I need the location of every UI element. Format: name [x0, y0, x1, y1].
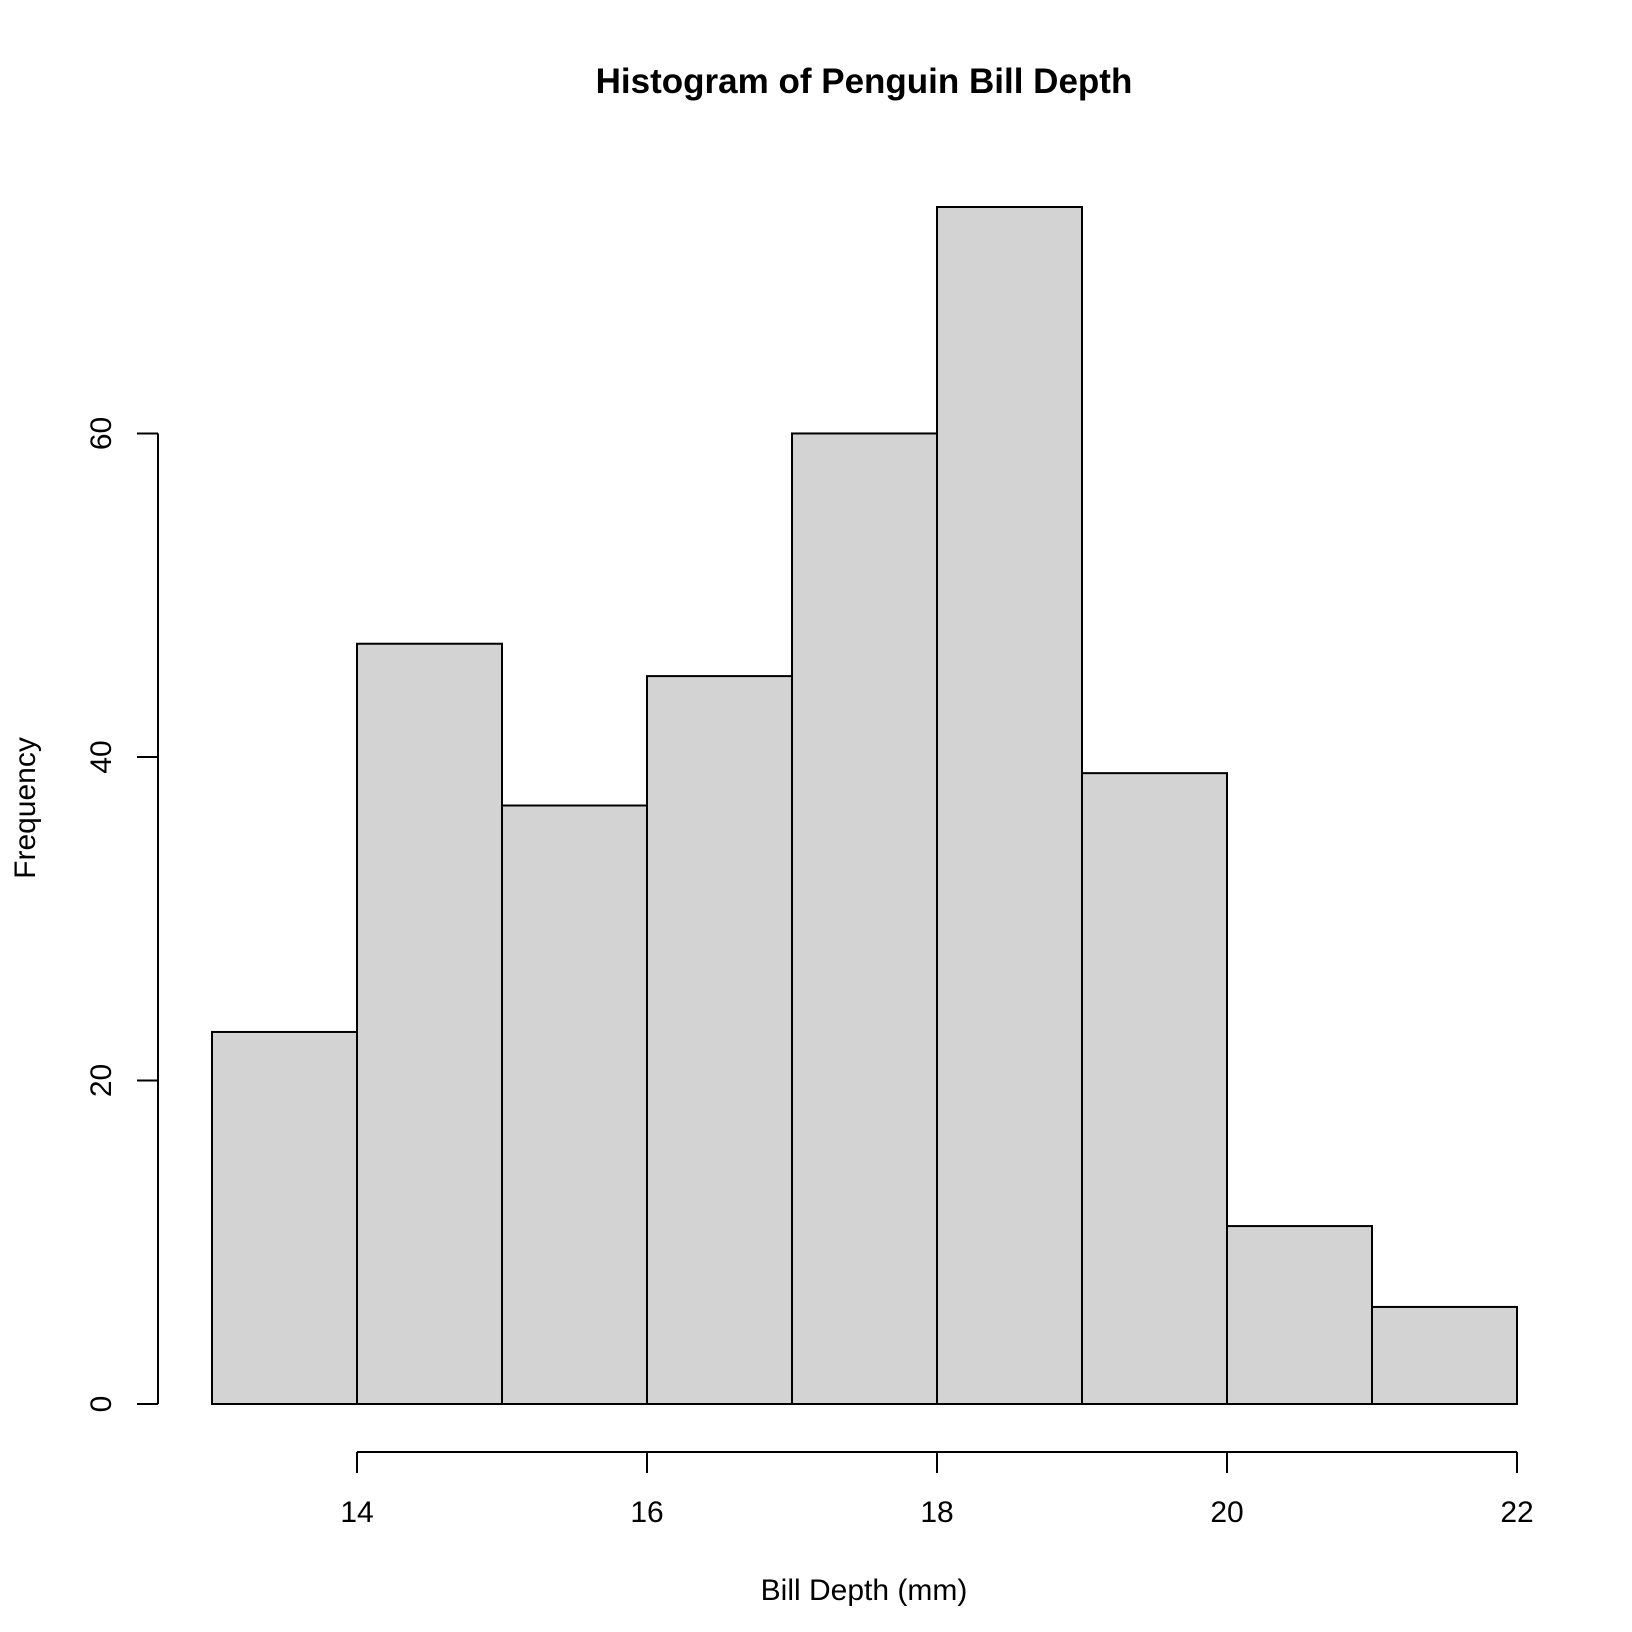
x-tick-label: 16 [630, 1496, 663, 1529]
histogram-bar [356, 642, 503, 1405]
chart-title: Histogram of Penguin Bill Depth [596, 62, 1133, 101]
x-tick-label: 22 [1500, 1496, 1533, 1529]
x-tick-label: 14 [340, 1496, 373, 1529]
histogram-bar [791, 432, 938, 1405]
y-tick-label: 40 [85, 740, 118, 773]
histogram-bar [936, 206, 1083, 1405]
histogram-bar [646, 675, 793, 1405]
histogram-bar [1226, 1225, 1373, 1406]
x-tick-label: 18 [920, 1496, 953, 1529]
histogram-bar [501, 804, 648, 1405]
x-axis-label: Bill Depth (mm) [761, 1574, 968, 1607]
y-axis: 0 20 40 60 [85, 417, 159, 1413]
bars-group [211, 206, 1518, 1406]
histogram-bar [1081, 772, 1228, 1405]
y-tick-label: 20 [85, 1064, 118, 1097]
x-axis: 14 16 18 20 22 [340, 1451, 1534, 1529]
histogram-bar [211, 1030, 358, 1405]
x-tick-label: 20 [1210, 1496, 1243, 1529]
y-tick-label: 0 [85, 1396, 118, 1413]
y-axis-label: Frequency [9, 737, 42, 879]
y-tick-label: 60 [85, 417, 118, 450]
histogram-bar [1371, 1305, 1518, 1405]
